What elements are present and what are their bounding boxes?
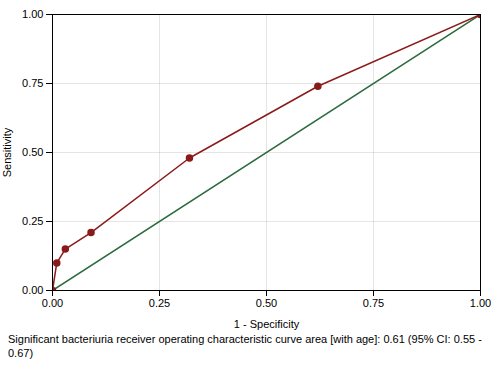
svg-text:0.25: 0.25	[22, 215, 43, 227]
svg-text:0.00: 0.00	[22, 284, 43, 296]
svg-text:0.50: 0.50	[256, 297, 277, 309]
svg-text:0.25: 0.25	[149, 297, 170, 309]
svg-text:Sensitivity: Sensitivity	[1, 127, 13, 177]
svg-text:0.50: 0.50	[22, 146, 43, 158]
svg-text:1 - Specificity: 1 - Specificity	[234, 318, 300, 330]
svg-text:1.00: 1.00	[470, 297, 491, 309]
html-text:Significant bacteriuria receiv: Significant bacteriuria receiver operati…	[8, 333, 482, 359]
svg-text:0.00: 0.00	[42, 297, 63, 309]
svg-text:0.75: 0.75	[22, 77, 43, 89]
svg-text:1.00: 1.00	[22, 8, 43, 20]
svg-text:0.75: 0.75	[363, 297, 384, 309]
